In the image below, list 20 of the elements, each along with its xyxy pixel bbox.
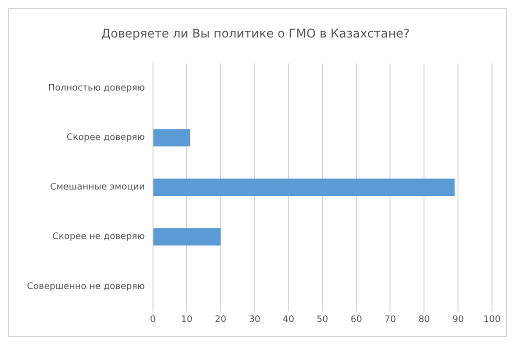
x-tick-label: 70 bbox=[384, 314, 396, 325]
x-tick-label: 50 bbox=[316, 314, 328, 325]
y-tick-label: Полностью доверяю bbox=[48, 84, 146, 94]
x-tick-label: 0 bbox=[150, 314, 156, 325]
y-tick-label: Смешанные эмоции bbox=[50, 182, 145, 193]
x-tick-label: 80 bbox=[418, 314, 430, 325]
x-tick-label: 100 bbox=[483, 314, 501, 325]
bar bbox=[153, 178, 455, 196]
chart-title: Доверяете ли Вы политике о ГМО в Казахстане? bbox=[101, 26, 410, 40]
x-tick-label: 20 bbox=[214, 314, 227, 325]
bar bbox=[153, 228, 221, 246]
y-tick-label: Скорее доверяю bbox=[66, 133, 146, 144]
x-tick-label: 40 bbox=[282, 314, 294, 325]
x-tick-label: 30 bbox=[248, 314, 261, 325]
y-tick-label: Скорее не доверяю bbox=[52, 232, 146, 242]
x-tick-label: 10 bbox=[181, 314, 193, 325]
bar bbox=[153, 129, 190, 146]
y-tick-label: Совершенно не доверяю bbox=[26, 282, 146, 292]
x-tick-label: 90 bbox=[452, 314, 464, 325]
x-tick-label: 60 bbox=[350, 314, 362, 325]
